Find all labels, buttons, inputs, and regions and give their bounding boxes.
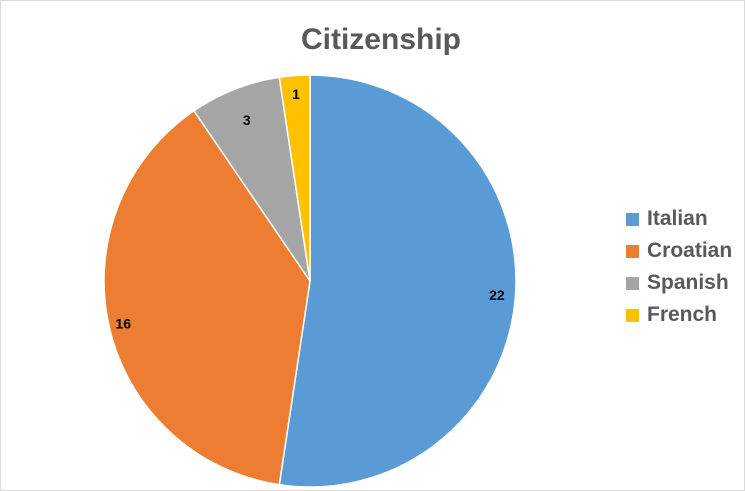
legend-label: Italian	[647, 207, 708, 230]
data-label-french: 1	[292, 86, 300, 102]
legend-label: French	[647, 303, 718, 326]
data-label-italian: 22	[489, 287, 505, 303]
legend-swatch	[626, 212, 639, 226]
legend-item-french: French	[626, 299, 732, 331]
pie-slice-french	[278, 74, 311, 282]
legend-item-croatian: Croatian	[626, 235, 732, 267]
legend-item-italian: Italian	[626, 203, 732, 235]
legend-swatch	[626, 244, 639, 258]
legend-label: Spanish	[647, 271, 729, 294]
data-label-spanish: 3	[243, 112, 251, 128]
legend-label: Croatian	[647, 239, 733, 262]
data-label-croatian: 16	[115, 316, 131, 332]
pie-slice-italian	[278, 74, 517, 488]
legend: Italian Croatian Spanish French	[626, 203, 732, 331]
chart-title: Citizenship	[300, 23, 461, 56]
legend-swatch	[626, 308, 639, 322]
legend-swatch	[626, 276, 639, 290]
pie-slice-croatian	[103, 109, 311, 486]
legend-item-spanish: Spanish	[626, 267, 732, 299]
